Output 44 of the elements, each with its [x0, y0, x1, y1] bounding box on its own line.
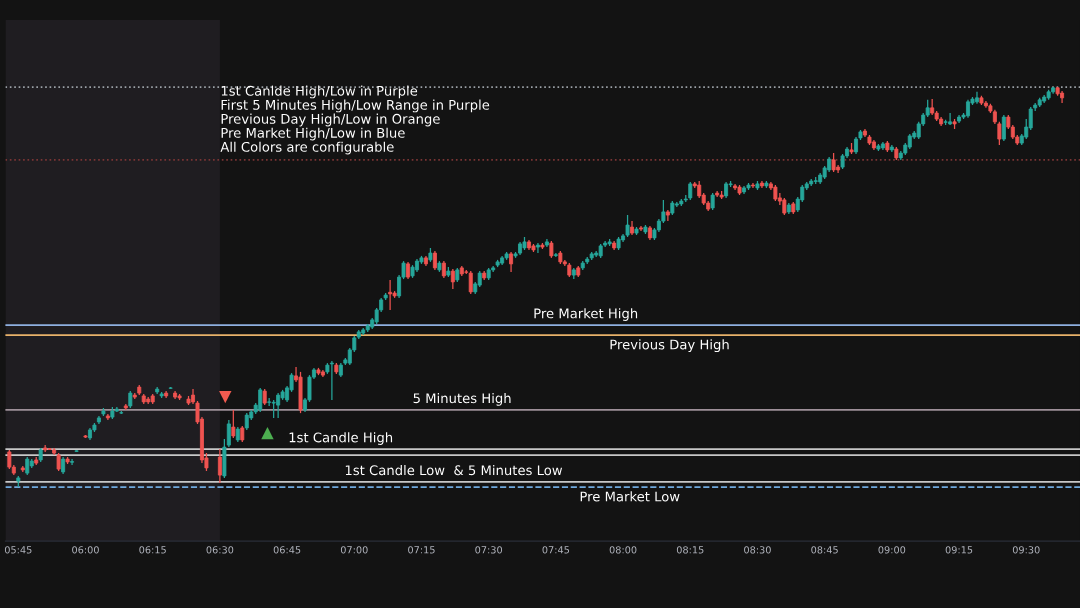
candlestick — [70, 458, 75, 466]
x-tick-label: 09:15 — [945, 546, 973, 554]
candlestick — [217, 448, 222, 484]
x-tick-label: 06:00 — [72, 546, 99, 554]
ref-line-label: Pre Market High — [534, 308, 638, 321]
x-tick-label: 08:00 — [609, 546, 637, 554]
ref-line-label: Previous Day High — [610, 339, 729, 353]
ref-line-label: 1st Candle Low & 5 Minutes Low — [345, 464, 563, 476]
x-tick-label: 07:00 — [340, 546, 368, 554]
candlestick — [625, 214, 630, 238]
candlestick — [231, 409, 236, 439]
x-tick-label: 07:30 — [475, 546, 503, 554]
candlestick — [329, 360, 334, 401]
ref-line-label: 1st Candle High — [289, 432, 393, 445]
candlestick — [388, 279, 393, 311]
x-tick-label: 08:45 — [811, 546, 838, 554]
ref-line-label: 5 Minutes High — [413, 392, 511, 406]
annotation: 1st Canlde High/Low in Purple — [221, 85, 418, 99]
candlestick — [509, 251, 514, 273]
x-tick-label: 09:30 — [1012, 546, 1040, 554]
annotation: First 5 Minutes High/Low Range in Purple — [221, 99, 490, 113]
candlestick — [468, 270, 473, 295]
x-tick-label: 08:15 — [676, 546, 704, 554]
candlestick — [258, 387, 263, 413]
candlestick — [688, 181, 693, 201]
candlestick — [1001, 114, 1006, 142]
x-tick-label: 07:45 — [542, 546, 570, 554]
x-tick-label: 07:15 — [408, 546, 435, 554]
ref-line-label: Pre Market Low — [580, 491, 680, 502]
x-tick-label: 08:30 — [744, 546, 771, 554]
x-tick-label: 06:15 — [139, 546, 166, 554]
x-tick-label: 06:30 — [206, 546, 234, 554]
candlestick — [25, 456, 30, 476]
annotation: All Colors are configurable — [220, 141, 394, 155]
x-tick-label: 06:45 — [273, 546, 301, 554]
candlestick — [535, 242, 540, 254]
x-tick-label: 09:00 — [878, 546, 906, 554]
candlestick — [432, 250, 437, 271]
annotation: Previous Day High/Low in Orange — [221, 113, 440, 127]
candlestick — [831, 152, 836, 173]
x-tick-label: 05:45 — [4, 546, 32, 554]
candlestick — [450, 268, 455, 290]
annotation: Pre Market High/Low in Blue — [221, 127, 405, 141]
candlestick — [56, 452, 61, 472]
